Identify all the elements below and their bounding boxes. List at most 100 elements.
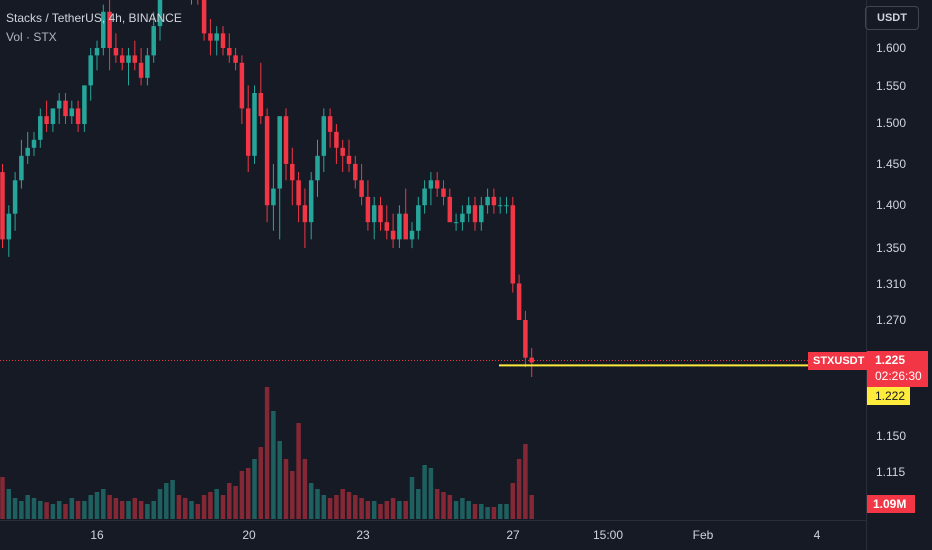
candle-up — [416, 205, 421, 231]
volume-bar — [151, 501, 156, 519]
volume-bar — [365, 501, 371, 519]
volume-bar — [170, 480, 175, 519]
candle-down — [384, 222, 390, 231]
candle-down — [283, 116, 289, 164]
price-axis-label: 1.350 — [876, 241, 907, 255]
volume-bar — [50, 504, 56, 519]
time-axis-label: 15:00 — [592, 528, 624, 542]
candle-up — [19, 155, 24, 181]
time-axis-label: Feb — [692, 528, 714, 542]
volume-bar — [491, 507, 497, 519]
candle-down — [227, 48, 232, 56]
volume-bar — [403, 501, 408, 519]
volume-bar — [453, 501, 459, 519]
volume-bar — [239, 471, 245, 519]
candle-up — [321, 116, 327, 156]
candle-down — [491, 196, 497, 206]
volume-bar — [497, 504, 503, 519]
candle-down — [510, 205, 516, 284]
candle-down — [327, 116, 333, 132]
volume-bar — [422, 465, 427, 519]
volume-bar — [529, 495, 534, 519]
volume-bar — [138, 501, 144, 519]
candle-down — [353, 163, 358, 181]
candle-down — [201, 0, 207, 34]
time-axis-label: 27 — [506, 528, 520, 542]
candle-up — [252, 93, 257, 156]
volume-bar — [82, 501, 87, 519]
candle-down — [107, 11, 112, 49]
horizontal-line-price-tag: 1.222 — [867, 387, 910, 405]
candle-up — [460, 213, 465, 223]
price-axis-label: 1.150 — [876, 429, 907, 443]
volume-bar — [504, 504, 509, 519]
volume-bar — [88, 495, 93, 519]
candle-up — [157, 0, 163, 27]
volume-bar — [113, 498, 119, 519]
candle-up — [101, 11, 106, 49]
volume-bar — [145, 504, 150, 519]
volume-bar — [264, 387, 270, 519]
candle-up — [371, 205, 377, 223]
volume-bar — [233, 486, 238, 519]
candle-down — [132, 55, 138, 63]
volume-bar — [271, 411, 276, 519]
volume-bar — [277, 441, 282, 519]
chart-legend: Stacks / TetherUS, 4h, BINANCE Vol · STX — [6, 9, 182, 47]
candle-down — [296, 180, 301, 206]
volume-bar — [19, 501, 24, 519]
candle-down — [138, 62, 144, 78]
volume-bar — [6, 489, 12, 519]
volume-bar — [31, 498, 37, 519]
volume-bar — [195, 504, 201, 519]
volume-bar — [252, 459, 257, 519]
candle-up — [428, 180, 434, 189]
candle-down — [233, 55, 238, 63]
candle-down — [378, 205, 383, 223]
volume-bar — [334, 495, 339, 519]
candle-up — [422, 188, 427, 206]
last-price-tag: 1.225 02:26:30 — [867, 351, 928, 387]
volume-value-tag: 1.09M — [867, 495, 915, 513]
candle-up — [6, 213, 12, 240]
price-axis-label: 1.450 — [876, 157, 907, 171]
candle-up — [12, 180, 18, 214]
volume-bar — [182, 498, 188, 519]
volume-bar — [0, 477, 5, 519]
volume-bar — [38, 501, 43, 519]
candle-up — [50, 108, 56, 124]
volume-bar — [132, 498, 138, 519]
volume-bar — [44, 502, 49, 519]
volume-bar — [126, 501, 131, 519]
candle-up — [69, 108, 75, 117]
candle-up — [409, 230, 415, 240]
volume-bar — [302, 459, 308, 519]
volume-bar — [397, 501, 402, 519]
volume-bar — [479, 504, 484, 519]
volume-bar — [409, 477, 415, 519]
volume-bar — [472, 504, 478, 519]
volume-bar — [390, 498, 396, 519]
volume-bar — [460, 498, 465, 519]
candle-up — [151, 26, 156, 56]
candle-up — [485, 196, 490, 206]
candle-up — [25, 147, 30, 156]
currency-button[interactable]: USDT — [865, 6, 919, 30]
candle-up — [126, 55, 131, 63]
price-axis-label: 1.550 — [876, 79, 907, 93]
symbol-tag: STXUSDT — [808, 352, 870, 370]
candle-up — [88, 55, 93, 86]
volume-bar — [176, 495, 182, 519]
candle-down — [334, 131, 339, 148]
volume-bar — [378, 504, 383, 519]
candle-down — [434, 180, 440, 189]
volume-bar — [283, 459, 289, 519]
volume-bar — [208, 492, 213, 519]
volume-bar — [434, 489, 440, 519]
volume-bar — [340, 489, 345, 519]
volume-bar — [214, 489, 219, 519]
candle-down — [44, 116, 49, 124]
candle-down — [258, 93, 264, 117]
candle-down — [63, 100, 68, 117]
